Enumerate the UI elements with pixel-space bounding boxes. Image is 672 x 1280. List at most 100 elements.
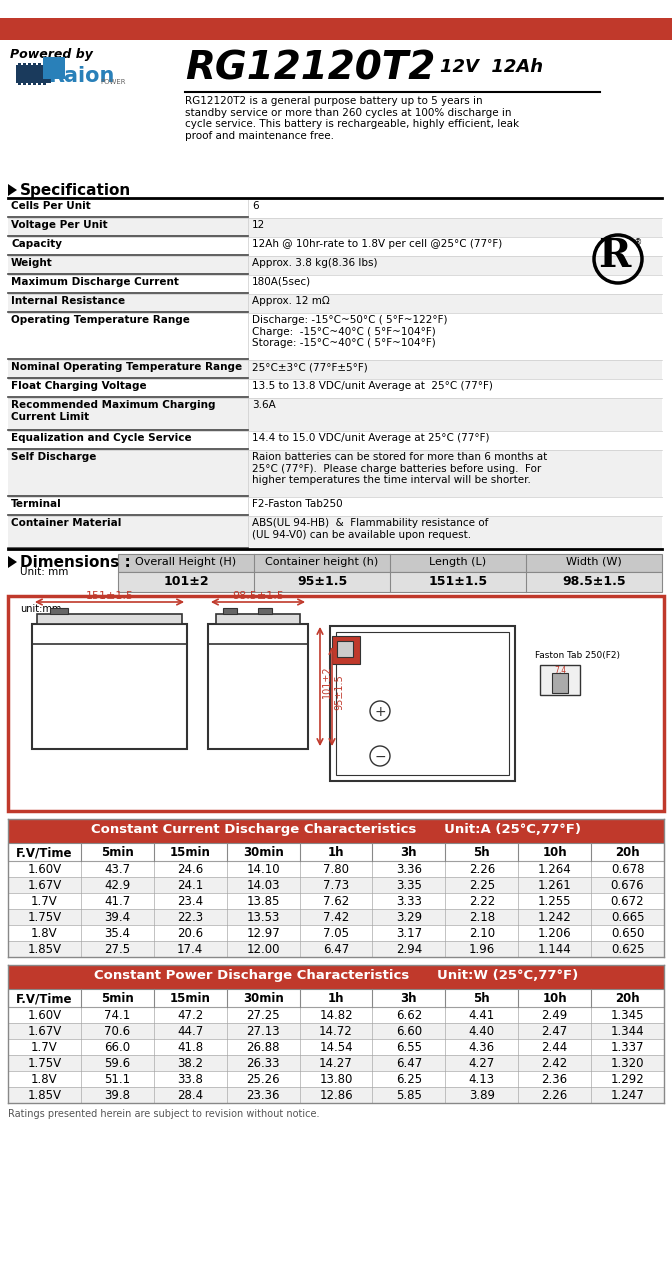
Bar bbox=[208, 623, 308, 749]
Text: 2.25: 2.25 bbox=[468, 879, 495, 892]
Bar bbox=[332, 636, 360, 664]
Bar bbox=[50, 608, 68, 614]
Text: 20h: 20h bbox=[616, 846, 640, 859]
Text: 1.144: 1.144 bbox=[538, 943, 572, 956]
Text: 3.36: 3.36 bbox=[396, 863, 422, 876]
Text: 47.2: 47.2 bbox=[177, 1009, 204, 1021]
Text: Constant Power Discharge Characteristics      Unit:W (25°C,77°F): Constant Power Discharge Characteristics… bbox=[94, 969, 578, 982]
Text: 12Ah @ 10hr-rate to 1.8V per cell @25°C (77°F): 12Ah @ 10hr-rate to 1.8V per cell @25°C … bbox=[252, 239, 502, 250]
Bar bbox=[118, 572, 662, 591]
Text: 33.8: 33.8 bbox=[177, 1073, 203, 1085]
Text: 6.55: 6.55 bbox=[396, 1041, 422, 1053]
Text: 1.206: 1.206 bbox=[538, 927, 571, 940]
Bar bbox=[8, 275, 662, 294]
Bar bbox=[8, 1039, 664, 1055]
Text: 66.0: 66.0 bbox=[104, 1041, 130, 1053]
Text: 14.10: 14.10 bbox=[247, 863, 280, 876]
Bar bbox=[8, 844, 664, 861]
Text: R: R bbox=[598, 237, 630, 275]
Text: 5h: 5h bbox=[474, 846, 490, 859]
Text: Unit: mm: Unit: mm bbox=[20, 567, 69, 577]
Text: 26.88: 26.88 bbox=[247, 1041, 280, 1053]
Bar bbox=[33, 63, 36, 84]
Text: Powered by: Powered by bbox=[10, 47, 93, 61]
Bar bbox=[8, 451, 662, 497]
Text: 2.26: 2.26 bbox=[542, 1089, 568, 1102]
Bar bbox=[8, 237, 662, 256]
Text: 14.82: 14.82 bbox=[319, 1009, 353, 1021]
Text: 6.47: 6.47 bbox=[323, 943, 349, 956]
Text: 24.1: 24.1 bbox=[177, 879, 204, 892]
Text: 28.4: 28.4 bbox=[177, 1089, 204, 1102]
Text: 3.6A: 3.6A bbox=[252, 399, 276, 410]
Bar bbox=[8, 941, 664, 957]
Text: 7.62: 7.62 bbox=[323, 895, 349, 908]
Text: 6: 6 bbox=[252, 201, 259, 211]
Bar bbox=[8, 198, 662, 218]
Text: 1.7V: 1.7V bbox=[31, 1041, 58, 1053]
Text: 1.261: 1.261 bbox=[538, 879, 572, 892]
Text: 0.672: 0.672 bbox=[611, 895, 644, 908]
Text: Weight: Weight bbox=[11, 259, 52, 268]
Bar bbox=[16, 65, 51, 83]
Text: 5.85: 5.85 bbox=[396, 1089, 422, 1102]
Text: 13.53: 13.53 bbox=[247, 911, 280, 924]
Text: 7.05: 7.05 bbox=[323, 927, 349, 940]
Text: 5min: 5min bbox=[101, 846, 134, 859]
Text: 3.35: 3.35 bbox=[396, 879, 422, 892]
Bar bbox=[8, 1007, 664, 1023]
Text: 39.8: 39.8 bbox=[104, 1089, 130, 1102]
Text: 39.4: 39.4 bbox=[104, 911, 130, 924]
Bar bbox=[8, 989, 664, 1007]
Bar bbox=[337, 641, 353, 657]
Bar bbox=[28, 63, 31, 84]
Bar bbox=[8, 431, 662, 451]
Text: 42.9: 42.9 bbox=[104, 879, 130, 892]
Text: 13.80: 13.80 bbox=[319, 1073, 353, 1085]
Text: 24.6: 24.6 bbox=[177, 863, 204, 876]
Text: Voltage Per Unit: Voltage Per Unit bbox=[11, 220, 108, 230]
Text: 2.10: 2.10 bbox=[468, 927, 495, 940]
Text: 3.89: 3.89 bbox=[469, 1089, 495, 1102]
Text: 4.36: 4.36 bbox=[468, 1041, 495, 1053]
Bar bbox=[8, 256, 662, 275]
Bar bbox=[8, 1055, 664, 1071]
Bar bbox=[258, 608, 272, 614]
Text: Discharge: -15°C~50°C ( 5°F~122°F)
Charge:  -15°C~40°C ( 5°F~104°F)
Storage: -15: Discharge: -15°C~50°C ( 5°F~122°F) Charg… bbox=[252, 315, 448, 348]
Text: 7.4: 7.4 bbox=[554, 666, 566, 675]
Text: 1.345: 1.345 bbox=[611, 1009, 644, 1021]
Text: F2-Faston Tab250: F2-Faston Tab250 bbox=[252, 499, 343, 509]
Text: Self Discharge: Self Discharge bbox=[11, 452, 96, 462]
Text: Operating Temperature Range: Operating Temperature Range bbox=[11, 315, 190, 325]
Text: 6.60: 6.60 bbox=[396, 1025, 422, 1038]
Text: Equalization and Cycle Service: Equalization and Cycle Service bbox=[11, 433, 192, 443]
Text: +: + bbox=[374, 705, 386, 719]
Text: 1.96: 1.96 bbox=[468, 943, 495, 956]
Text: 1.8V: 1.8V bbox=[31, 1073, 58, 1085]
Text: 1.67V: 1.67V bbox=[28, 879, 62, 892]
Text: 25.26: 25.26 bbox=[247, 1073, 280, 1085]
Bar bbox=[8, 379, 662, 398]
Text: 10h: 10h bbox=[542, 846, 567, 859]
Text: 2.36: 2.36 bbox=[542, 1073, 568, 1085]
Text: 2.49: 2.49 bbox=[542, 1009, 568, 1021]
Bar bbox=[8, 294, 662, 314]
Text: 1.242: 1.242 bbox=[538, 911, 572, 924]
Text: 30min: 30min bbox=[243, 992, 284, 1005]
Bar bbox=[8, 1087, 664, 1103]
Text: 3h: 3h bbox=[401, 992, 417, 1005]
Text: 0.665: 0.665 bbox=[611, 911, 644, 924]
Text: 151±1.5: 151±1.5 bbox=[85, 591, 134, 602]
Text: 20h: 20h bbox=[616, 992, 640, 1005]
Bar bbox=[8, 516, 662, 549]
Polygon shape bbox=[8, 556, 17, 568]
Bar bbox=[8, 925, 664, 941]
Text: 3.17: 3.17 bbox=[396, 927, 422, 940]
Text: 59.6: 59.6 bbox=[104, 1057, 130, 1070]
Text: 12.86: 12.86 bbox=[319, 1089, 353, 1102]
Text: 0.650: 0.650 bbox=[611, 927, 644, 940]
Text: 1.247: 1.247 bbox=[611, 1089, 644, 1102]
Text: 5min: 5min bbox=[101, 992, 134, 1005]
Text: 23.36: 23.36 bbox=[247, 1089, 280, 1102]
Text: 2.18: 2.18 bbox=[468, 911, 495, 924]
